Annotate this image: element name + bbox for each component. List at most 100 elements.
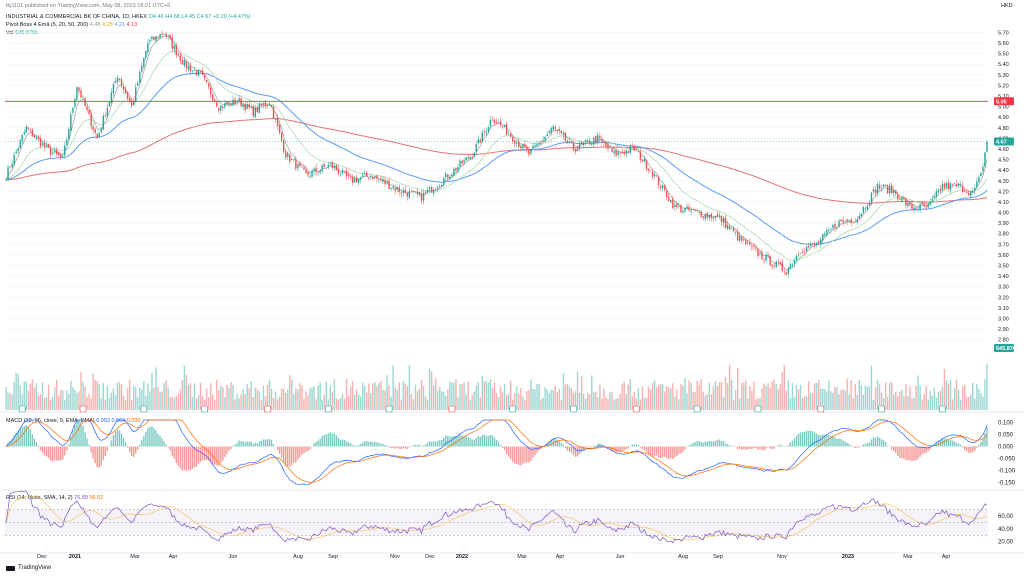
macd-histogram-bar <box>661 446 664 457</box>
volume-bar <box>953 388 956 410</box>
candle-body <box>439 185 441 187</box>
volume-bar <box>961 386 964 410</box>
candle-body <box>210 87 212 95</box>
candle-body <box>923 203 925 206</box>
macd-histogram-bar <box>951 440 954 447</box>
volume-bar <box>315 399 317 410</box>
candle-body <box>919 204 921 210</box>
volume-bar <box>720 381 723 410</box>
macd-histogram-bar <box>45 446 48 457</box>
volume-legend[interactable]: Vol 645.876k <box>6 30 38 37</box>
ema-legend[interactable]: Pivot Boss 4 Emā (5, 20, 50, 200) 4.48 4… <box>6 22 137 29</box>
candle-body <box>147 42 149 53</box>
volume-bar <box>929 390 931 410</box>
macd-histogram-bar <box>791 440 794 447</box>
candle-body <box>558 129 561 131</box>
volume-bar <box>789 398 792 410</box>
volume-bar <box>846 378 848 410</box>
volume-bar <box>836 387 838 410</box>
candle-body <box>682 210 684 213</box>
candle-body <box>848 220 850 221</box>
macd-histogram-bar <box>137 446 139 451</box>
volume-bar <box>487 382 490 410</box>
candle-body <box>584 139 587 142</box>
symbol-title[interactable]: INDUSTRIAL & COMMERCIAL BK OF CHINA, 1D,… <box>6 14 148 20</box>
rsi-legend[interactable]: RSI (14, close, SMA, 14, 2) 76.89 56.02 <box>6 495 103 501</box>
candle-body <box>860 214 863 217</box>
volume-bar <box>848 394 850 410</box>
candle-body <box>779 262 781 264</box>
candle-body <box>167 36 169 37</box>
macd-histogram-bar <box>953 441 956 447</box>
macd-histogram-bar <box>558 441 561 447</box>
macd-histogram-bar <box>246 441 248 447</box>
candle-body <box>112 83 115 94</box>
macd-histogram-bar <box>280 446 283 458</box>
candle-body <box>390 187 392 189</box>
candle-body <box>826 229 828 235</box>
candle-body <box>88 109 90 114</box>
candle-body <box>966 191 968 193</box>
macd-histogram-bar <box>84 432 86 447</box>
candle-body <box>102 115 105 130</box>
candle-body <box>331 161 334 168</box>
macd-histogram-bar <box>848 443 850 447</box>
macd-histogram-bar <box>897 446 899 456</box>
volume-bar <box>684 378 686 410</box>
macd-histogram-bar <box>226 446 228 455</box>
volume-bar <box>362 382 364 410</box>
volume-bar <box>21 394 23 410</box>
candle-body <box>759 253 761 255</box>
volume-bar <box>761 388 763 410</box>
macd-histogram-bar <box>238 440 240 447</box>
macd-histogram-bar <box>546 442 548 447</box>
macd-histogram-bar <box>589 446 591 448</box>
volume-bar <box>457 397 459 410</box>
candle-body <box>455 167 457 171</box>
candle-body <box>214 99 216 102</box>
macd-histogram-bar <box>690 444 692 447</box>
candle-body <box>491 119 494 121</box>
volume-bar <box>522 396 524 410</box>
candle-body <box>72 108 74 113</box>
candle-body <box>526 146 528 150</box>
candle-body <box>787 268 790 274</box>
volume-bar <box>441 391 443 410</box>
macd-histogram-bar <box>475 437 477 447</box>
candle-body <box>424 191 427 193</box>
x-tick-label: Nov <box>390 554 400 560</box>
macd-histogram-bar <box>955 443 958 447</box>
candle-body <box>337 169 340 174</box>
volume-bar <box>151 372 153 410</box>
candle-body <box>313 168 315 171</box>
macd-histogram-bar <box>957 443 960 447</box>
volume-bar <box>451 382 453 410</box>
macd-histogram-bar <box>759 446 761 450</box>
volume-bar <box>11 394 13 410</box>
volume-bar <box>781 372 783 410</box>
volume-bar <box>984 379 986 410</box>
macd-histogram-bar <box>597 443 599 447</box>
symbol-line: INDUSTRIAL & COMMERCIAL BK OF CHINA, 1D,… <box>6 14 251 21</box>
macd-histogram-bar <box>39 446 42 451</box>
volume-bar <box>503 383 506 410</box>
candle-body <box>305 169 307 174</box>
volume-bar <box>978 388 980 410</box>
macd-histogram-bar <box>319 438 321 447</box>
macd-legend[interactable]: MACD (12, 26, close, 9, EMA, EMA) 0.053 … <box>6 418 141 424</box>
volume-bar <box>700 379 702 410</box>
macd-histogram-bar <box>911 446 913 461</box>
macd-histogram-bar <box>884 441 887 447</box>
volume-bar <box>548 393 550 410</box>
volume-bar <box>31 379 34 410</box>
macd-histogram-bar <box>21 426 23 447</box>
candle-body <box>469 156 471 160</box>
volume-bar <box>878 384 881 410</box>
candle-body <box>96 133 98 139</box>
candle-body <box>124 89 127 94</box>
macd-histogram-bar <box>487 435 490 447</box>
macd-histogram-bar <box>58 446 60 461</box>
macd-histogram-bar <box>430 441 433 447</box>
candle-body <box>633 145 636 151</box>
